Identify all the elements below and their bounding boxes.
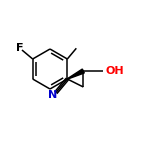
Text: N: N xyxy=(48,90,57,100)
Text: OH: OH xyxy=(105,66,124,76)
Text: F: F xyxy=(16,43,24,53)
Polygon shape xyxy=(67,69,84,79)
